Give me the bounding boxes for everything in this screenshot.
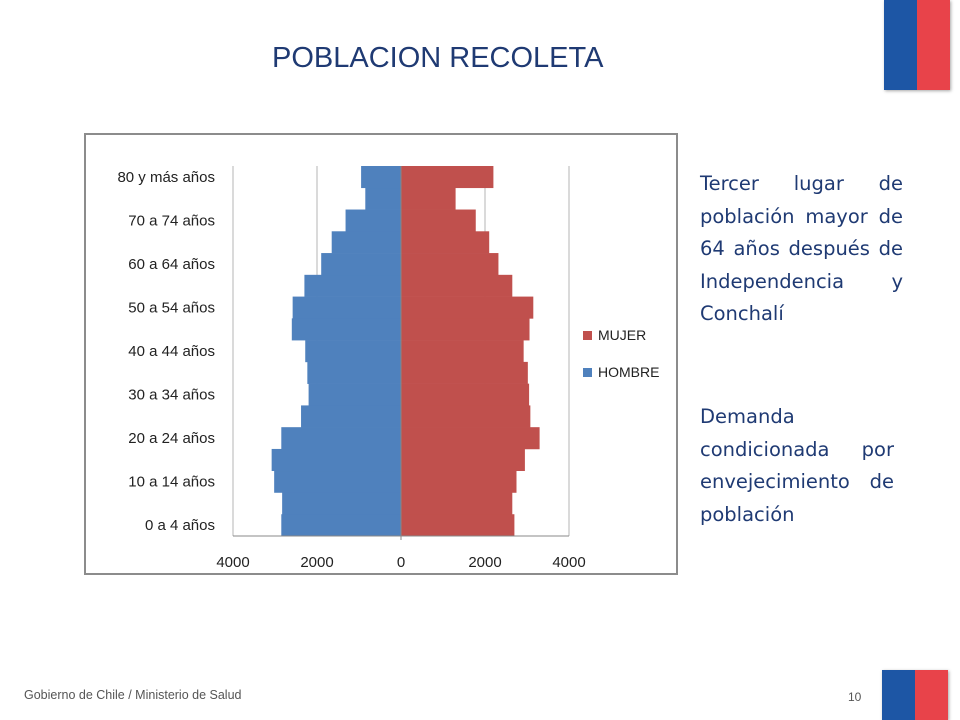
bar-mujer-60-a-64-anos: [401, 253, 499, 276]
bar-mujer-35-a-39-anos: [401, 361, 528, 384]
bar-mujer-55-a-59-anos: [401, 274, 513, 297]
bar-hombre-60-a-64-anos: [321, 253, 401, 276]
bar-mujer-30-a-34-anos: [401, 383, 530, 406]
bar-mujer-50-a-54-anos: [401, 296, 534, 319]
bar-mujer-45-a-49-anos: [401, 318, 530, 341]
population-pyramid-chart: 0 a 4 años 10 a 14 años 20 a 24 años 30 a 3…: [84, 133, 678, 575]
bar-mujer-5-a-9-anos: [401, 492, 513, 515]
bar-hombre-10-a-14-anos: [274, 470, 401, 493]
y-tick-label: 40 a 44 años: [128, 343, 215, 360]
y-tick-label: 10 a 14 años: [128, 474, 215, 491]
bar-mujer-75-a-79-anos: [401, 187, 456, 210]
x-tick-label: 4000: [216, 554, 249, 571]
x-tick-label: 2000: [468, 554, 501, 571]
x-tick-label: 2000: [300, 554, 333, 571]
bar-hombre-15-a-19-anos: [271, 448, 401, 472]
description-text-2: Demanda condicionada por envejecimiento …: [700, 405, 894, 526]
bar-hombre-65-a-69-anos: [331, 231, 401, 254]
pyramid-svg: 0 a 4 años 10 a 14 años 20 a 24 años 30 a 3…: [117, 166, 659, 571]
bar-mujer-20-a-24-anos: [401, 427, 540, 450]
flag-red-stripe: [915, 670, 948, 720]
bar-mujer-10-a-14-anos: [401, 470, 517, 493]
footer-text: Gobierno de Chile / Ministerio de Salud: [24, 688, 242, 702]
bar-mujer-65-a-69-anos: [401, 231, 490, 254]
bar-hombre-25-a-29-anos: [301, 405, 401, 428]
flag-blue-stripe: [884, 0, 917, 90]
chile-flag-top: [884, 0, 950, 90]
y-tick-label: 0 a 4 años: [145, 517, 215, 534]
y-tick-label: 20 a 24 años: [128, 430, 215, 447]
slide-title: POBLACION RECOLETA: [272, 42, 604, 74]
bar-hombre-50-a-54-anos: [292, 296, 401, 319]
bar-hombre-80-y-mas-anos: [361, 166, 401, 189]
flag-red-stripe: [917, 0, 950, 90]
chile-flag-bottom: [882, 670, 948, 720]
y-tick-label: 80 y más años: [117, 169, 215, 186]
y-tick-label: 50 a 54 años: [128, 299, 215, 316]
bar-hombre-5-a-9-anos: [282, 492, 401, 515]
bar-mujer-15-a-19-anos: [401, 448, 525, 472]
page-number: 10: [848, 690, 862, 704]
bar-hombre-30-a-34-anos: [308, 383, 401, 406]
bar-hombre-55-a-59-anos: [304, 274, 401, 297]
y-tick-label: 60 a 64 años: [128, 256, 215, 273]
bar-hombre-75-a-79-anos: [365, 187, 401, 210]
bar-hombre-20-a-24-anos: [281, 427, 401, 450]
y-tick-label: 30 a 34 años: [128, 387, 215, 404]
description-text-1: Tercer lugar de población mayor de 64 añ…: [700, 172, 903, 326]
legend-swatch-hombre: [583, 368, 592, 377]
bar-mujer-25-a-29-anos: [401, 405, 531, 428]
bar-mujer-80-y-mas-anos: [401, 166, 494, 189]
bar-hombre-40-a-44-anos: [305, 340, 401, 363]
x-tick-label: 0: [397, 554, 405, 571]
y-tick-label: 70 a 74 años: [128, 212, 215, 229]
bar-mujer-70-a-74-anos: [401, 209, 476, 232]
legend-swatch-mujer: [583, 331, 592, 340]
x-tick-label: 4000: [552, 554, 585, 571]
bar-hombre-70-a-74-anos: [345, 209, 401, 232]
legend-label-hombre: HOMBRE: [598, 364, 659, 380]
bar-mujer-40-a-44-anos: [401, 340, 524, 363]
bar-hombre-45-a-49-anos: [291, 318, 401, 341]
bar-mujer-0-a-4-anos: [401, 514, 515, 537]
flag-blue-stripe: [882, 670, 915, 720]
bar-hombre-0-a-4-anos: [281, 514, 401, 537]
legend-label-mujer: MUJER: [598, 327, 646, 343]
bar-hombre-35-a-39-anos: [307, 361, 401, 384]
